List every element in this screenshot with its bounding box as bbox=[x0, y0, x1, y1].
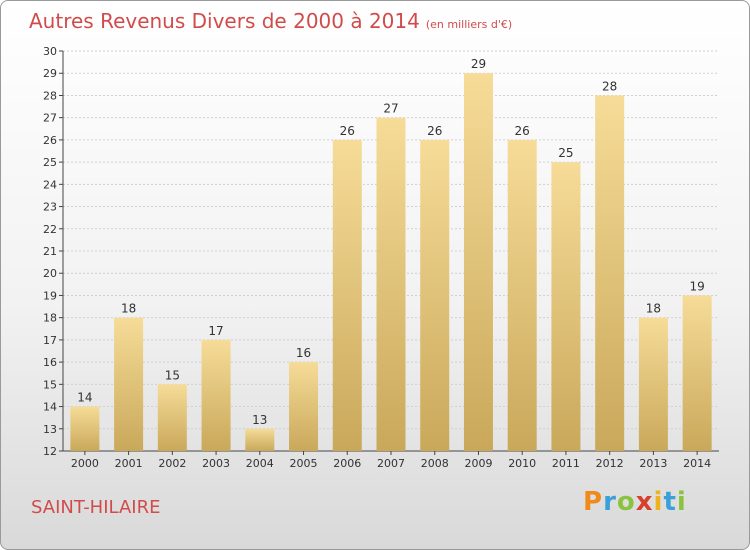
logo-letter: i bbox=[653, 487, 664, 517]
y-tick-label: 23 bbox=[43, 201, 57, 214]
bars bbox=[70, 73, 712, 452]
y-tick-label: 17 bbox=[43, 334, 57, 347]
x-tick-label: 2001 bbox=[115, 457, 143, 470]
y-tick-label: 28 bbox=[43, 89, 57, 102]
x-tick-label: 2012 bbox=[596, 457, 624, 470]
x-tick-label: 2010 bbox=[508, 457, 536, 470]
logo-letter: o bbox=[616, 487, 636, 517]
y-tick-label: 24 bbox=[43, 178, 57, 191]
bar-value-label: 17 bbox=[208, 324, 223, 338]
y-tick-label: 19 bbox=[43, 289, 57, 302]
x-tick-label: 2011 bbox=[552, 457, 580, 470]
y-tick-label: 22 bbox=[43, 223, 57, 236]
y-tick-label: 15 bbox=[43, 378, 57, 391]
bar-value-label: 18 bbox=[121, 302, 136, 316]
x-tick-label: 2004 bbox=[246, 457, 274, 470]
bar bbox=[595, 95, 625, 451]
y-tick-label: 30 bbox=[43, 45, 57, 58]
labels: 12 13 14 15 16 17 18 19 20 21 22 23 24 25 26 27 28 29 30 14… bbox=[43, 45, 711, 470]
bar-value-label: 13 bbox=[252, 413, 267, 427]
bar bbox=[70, 406, 100, 451]
bar bbox=[420, 139, 450, 451]
bar-value-label: 18 bbox=[646, 302, 661, 316]
logo-letter: t bbox=[663, 487, 677, 517]
chart-subtitle: (en milliers d'€) bbox=[425, 18, 513, 31]
bar bbox=[463, 73, 493, 451]
logo-letter: P bbox=[583, 487, 604, 517]
bar bbox=[332, 139, 362, 451]
location-label: SAINT-HILAIRE bbox=[31, 497, 161, 518]
y-tick-label: 13 bbox=[43, 423, 57, 436]
x-tick-label: 2007 bbox=[377, 457, 405, 470]
x-tick-label: 2013 bbox=[639, 457, 667, 470]
chart-title: Autres Revenus Divers de 2000 à 2014 (en … bbox=[29, 9, 512, 33]
bar bbox=[682, 295, 712, 451]
y-tick-label: 20 bbox=[43, 267, 57, 280]
bar-value-label: 16 bbox=[296, 346, 311, 360]
bar bbox=[114, 317, 144, 451]
bar-value-label: 25 bbox=[558, 146, 573, 160]
bar bbox=[638, 317, 668, 451]
bar-value-label: 26 bbox=[515, 124, 530, 138]
bar bbox=[551, 162, 581, 451]
bar-value-label: 14 bbox=[77, 391, 92, 405]
bar bbox=[245, 428, 275, 451]
proxiti-logo: Proxiti bbox=[583, 487, 687, 517]
y-tick-label: 16 bbox=[43, 356, 57, 369]
bar-value-label: 27 bbox=[383, 102, 398, 116]
bar bbox=[201, 339, 231, 451]
bar-value-label: 26 bbox=[427, 124, 442, 138]
x-tick-label: 2005 bbox=[290, 457, 318, 470]
y-tick-label: 27 bbox=[43, 112, 57, 125]
x-tick-label: 2014 bbox=[683, 457, 711, 470]
y-tick-label: 21 bbox=[43, 245, 57, 258]
x-tick-label: 2006 bbox=[333, 457, 361, 470]
bar-value-label: 15 bbox=[165, 368, 180, 382]
bar bbox=[289, 362, 319, 451]
bar bbox=[507, 139, 537, 451]
logo-letter: i bbox=[676, 487, 687, 517]
chart-title-text: Autres Revenus Divers de 2000 à 2014 bbox=[29, 9, 420, 33]
bar bbox=[376, 117, 406, 452]
bar-value-label: 29 bbox=[471, 57, 486, 71]
y-tick-label: 26 bbox=[43, 134, 57, 147]
logo-letter: x bbox=[635, 487, 654, 517]
x-tick-label: 2009 bbox=[464, 457, 492, 470]
y-tick-label: 12 bbox=[43, 445, 57, 458]
x-tick-label: 2000 bbox=[71, 457, 99, 470]
y-tick-label: 18 bbox=[43, 312, 57, 325]
bar-value-label: 28 bbox=[602, 79, 617, 93]
bar-value-label: 26 bbox=[340, 124, 355, 138]
logo-letter: r bbox=[603, 487, 617, 517]
bar bbox=[157, 384, 187, 451]
x-tick-label: 2003 bbox=[202, 457, 230, 470]
x-tick-label: 2002 bbox=[158, 457, 186, 470]
y-tick-label: 29 bbox=[43, 67, 57, 80]
y-tick-label: 14 bbox=[43, 401, 57, 414]
y-tick-label: 25 bbox=[43, 156, 57, 169]
bar-value-label: 19 bbox=[689, 279, 704, 293]
x-tick-label: 2008 bbox=[421, 457, 449, 470]
